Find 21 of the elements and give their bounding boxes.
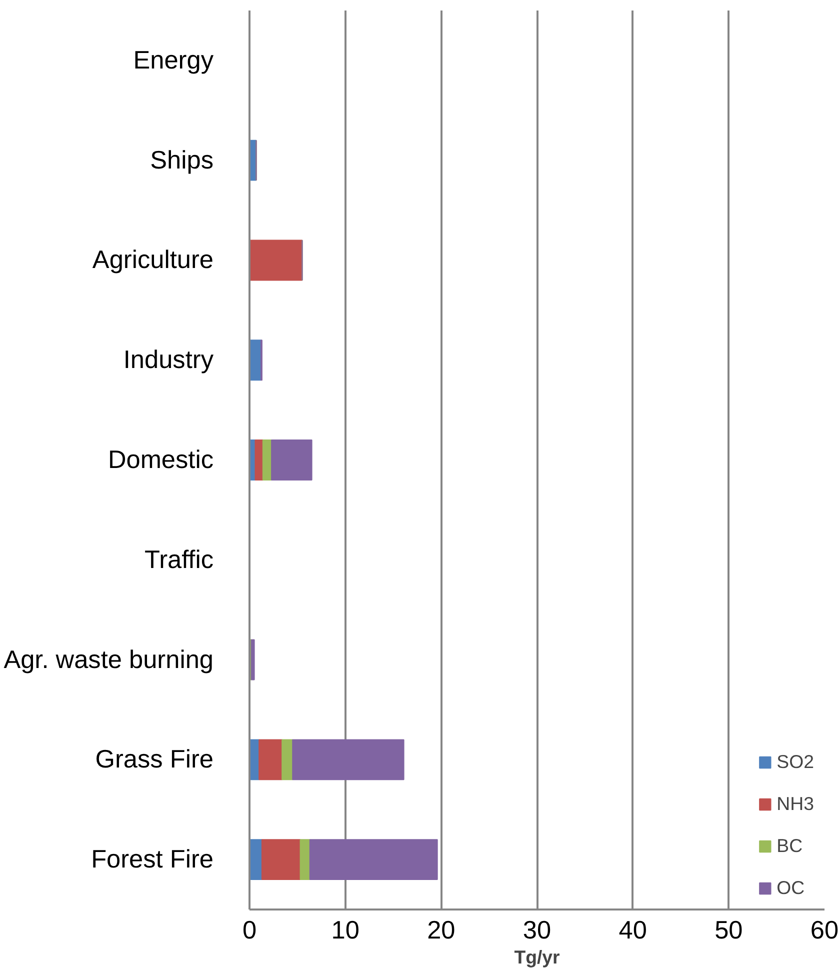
y-tick-label: Ships [150, 146, 214, 174]
y-tick-label: Industry [123, 346, 214, 374]
y-tick-label: Agr. waste burning [4, 646, 214, 674]
x-tick-label: 20 [427, 916, 456, 944]
legend-label: SO2 [776, 751, 814, 773]
x-tick-label: 60 [810, 916, 839, 944]
y-tick-label: Agriculture [92, 246, 214, 274]
legend-label: OC [776, 877, 805, 899]
y-tick-label: Domestic [108, 446, 214, 474]
x-tick-label: 10 [331, 916, 360, 944]
y-tick-label: Forest Fire [91, 846, 214, 874]
y-tick-label: Traffic [144, 546, 214, 574]
x-tick-label: 0 [242, 916, 257, 944]
y-tick-label: Energy [133, 46, 214, 74]
legend-label: NH3 [776, 793, 814, 815]
x-tick-label: 40 [618, 916, 647, 944]
x-tick-label: 30 [522, 916, 552, 944]
x-axis-title: Tg/yr [514, 946, 560, 968]
x-tick-label: 50 [714, 916, 743, 944]
legend-label: BC [776, 835, 803, 857]
y-tick-label: Grass Fire [95, 746, 214, 774]
